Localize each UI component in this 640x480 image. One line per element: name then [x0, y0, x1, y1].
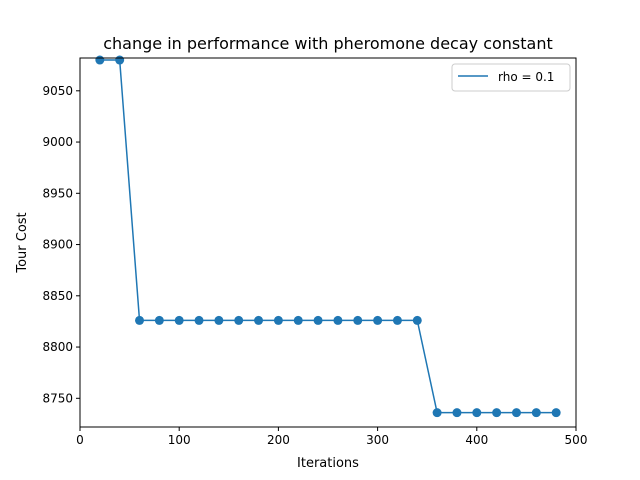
y-tick-label: 8850 — [42, 289, 73, 303]
data-point — [135, 315, 145, 325]
y-tick-label: 8750 — [42, 391, 73, 405]
y-tick-label: 9050 — [42, 84, 73, 98]
data-point — [432, 408, 442, 418]
data-point — [412, 315, 422, 325]
legend: rho = 0.1 — [451, 63, 571, 92]
data-point — [333, 315, 343, 325]
data-point — [392, 315, 402, 325]
data-point — [551, 408, 561, 418]
y-tick-label: 8800 — [42, 340, 73, 354]
x-tick-label: 200 — [267, 433, 290, 447]
data-point — [95, 55, 105, 65]
axes-frame — [79, 57, 577, 428]
data-point — [511, 408, 521, 418]
legend-entry-rho: rho = 0.1 — [498, 70, 554, 84]
y-tick-label: 9000 — [42, 135, 73, 149]
data-point — [353, 315, 363, 325]
data-point — [373, 315, 383, 325]
x-tick-label: 500 — [565, 433, 588, 447]
x-tick-label: 300 — [366, 433, 389, 447]
x-axis: 0 100 200 300 400 500 — [76, 427, 587, 447]
y-axis: 8750 8800 8850 8900 8950 9000 9050 — [42, 84, 80, 405]
data-point — [154, 315, 164, 325]
data-point — [174, 315, 184, 325]
data-point — [273, 315, 283, 325]
x-axis-label: Iterations — [297, 456, 359, 471]
x-tick-label: 100 — [168, 433, 191, 447]
plot-area — [95, 55, 561, 418]
data-point — [234, 315, 244, 325]
data-point — [115, 55, 125, 65]
data-point — [254, 315, 264, 325]
data-point — [452, 408, 462, 418]
data-point — [293, 315, 303, 325]
data-point — [194, 315, 204, 325]
legend-box — [451, 63, 571, 92]
y-tick-label: 8900 — [42, 238, 73, 252]
data-point — [492, 408, 502, 418]
data-point — [214, 315, 224, 325]
data-point — [531, 408, 541, 418]
x-tick-label: 400 — [465, 433, 488, 447]
data-point — [313, 315, 323, 325]
chart-title: change in performance with pheromone dec… — [103, 34, 553, 53]
y-axis-label: Tour Cost — [15, 212, 30, 273]
data-point — [472, 408, 482, 418]
y-tick-label: 8950 — [42, 186, 73, 200]
x-tick-label: 0 — [76, 433, 84, 447]
